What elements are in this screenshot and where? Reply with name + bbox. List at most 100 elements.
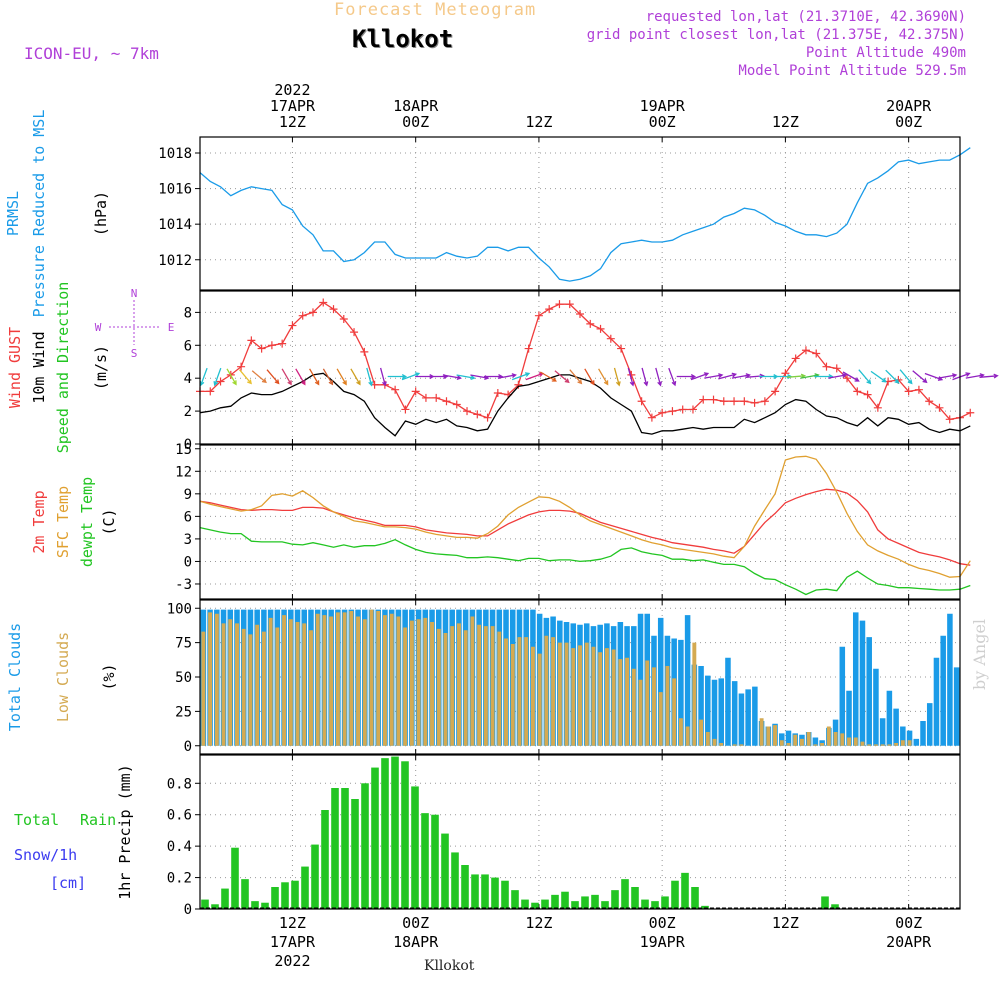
gust-plus-marker — [432, 393, 441, 402]
gust-plus-marker — [760, 397, 769, 406]
bottom-time-label: 18APR — [393, 933, 439, 951]
rain-bar — [211, 904, 219, 909]
low-clouds-bar — [275, 627, 280, 746]
gust-plus-marker — [791, 354, 800, 363]
low-clouds-bar — [477, 624, 482, 746]
panel-units-label: (%) — [100, 663, 118, 690]
low-clouds-bar — [672, 678, 677, 746]
compass-w: W — [95, 321, 102, 334]
low-clouds-bar — [557, 642, 562, 746]
point-altitude: Point Altitude 490m — [805, 45, 966, 61]
low-clouds-bar — [591, 646, 596, 746]
wind-direction-arrow-icon — [199, 367, 208, 387]
panel-label: PRMSL — [4, 191, 22, 236]
wind-direction-arrow-icon — [912, 370, 928, 384]
low-clouds-bar — [255, 624, 260, 746]
wind-direction-arrow-icon — [641, 367, 649, 387]
panel-units-label: (C) — [100, 508, 118, 535]
y-tick-label: 0.2 — [167, 871, 192, 887]
low-clouds-bar — [544, 635, 549, 746]
gust-plus-marker — [719, 397, 728, 406]
low-clouds-bar — [241, 628, 246, 746]
total-clouds-bar — [731, 681, 738, 746]
rain-bar — [631, 887, 639, 909]
low-clouds-bar — [436, 628, 441, 746]
low-clouds-bar — [692, 642, 697, 746]
sfc-temp-line — [199, 455, 971, 578]
rain-bar — [321, 810, 329, 909]
gust-plus-marker — [329, 305, 338, 314]
rain-bar — [481, 874, 489, 909]
wind-direction-arrow-icon — [239, 369, 252, 385]
gust-plus-marker — [699, 395, 708, 404]
panel-label: Snow/1h — [14, 846, 77, 864]
gust-plus-marker — [668, 407, 677, 416]
rain-bar — [431, 814, 439, 909]
low-clouds-bar — [571, 648, 576, 746]
y-tick-label: 0 — [184, 739, 192, 755]
low-clouds-bar — [638, 679, 643, 746]
rain-bar — [331, 788, 339, 909]
y-tick-label: 4 — [184, 371, 192, 387]
wind-direction-arrow-icon — [322, 368, 334, 386]
bottom-time-label: 12Z — [279, 914, 306, 932]
low-clouds-bar — [584, 642, 589, 746]
rain-bar — [351, 799, 359, 909]
low-clouds-bar — [517, 637, 522, 746]
gust-plus-marker — [257, 344, 266, 353]
low-clouds-bar — [396, 616, 401, 746]
total-clouds-bar — [812, 737, 819, 746]
gust-plus-marker — [421, 393, 430, 402]
wind-direction-arrow-icon — [497, 373, 517, 379]
low-clouds-bar — [483, 626, 488, 746]
wind-direction-arrow-icon — [718, 372, 738, 380]
y-tick-label: 0.4 — [167, 839, 192, 855]
wind-direction-arrow-icon — [858, 369, 872, 385]
low-clouds-bar — [261, 631, 266, 746]
panel-units-label: 1hr Precip (mm) — [116, 764, 134, 899]
wind-direction-arrow-icon — [569, 369, 583, 385]
low-clouds-bar — [847, 737, 851, 746]
gust-plus-marker — [873, 403, 882, 412]
y-tick-label: 0.8 — [167, 776, 192, 792]
low-clouds-bar — [335, 612, 340, 746]
low-clouds-bar — [739, 744, 744, 746]
top-time-label: 12Z — [279, 113, 306, 131]
bottom-time-label: 19APR — [640, 933, 686, 951]
gust-plus-marker — [801, 346, 810, 355]
low-clouds-bar — [678, 718, 683, 746]
rain-bar — [541, 899, 549, 909]
low-clouds-bar — [665, 666, 670, 746]
y-tick-label: -3 — [175, 577, 192, 593]
low-clouds-bar — [288, 619, 293, 746]
panel-frame — [199, 599, 961, 755]
low-clouds-bar — [295, 622, 300, 746]
low-clouds-bar — [900, 740, 905, 746]
wind-direction-arrow-icon — [366, 367, 374, 387]
rain-bar — [551, 894, 559, 909]
gust-plus-marker — [288, 321, 297, 330]
top-time-label: 12Z — [525, 113, 552, 131]
y-tick-label: 100 — [167, 601, 192, 617]
low-clouds-bar — [530, 646, 535, 746]
low-clouds-bar — [766, 726, 771, 746]
panel-label: 2m Temp — [30, 490, 48, 553]
y-tick-label: 15 — [175, 442, 192, 458]
top-time-label: 17APR — [270, 97, 316, 115]
total-clouds-bar — [906, 730, 913, 746]
rain-bar — [521, 899, 529, 909]
gust-plus-marker — [391, 385, 400, 394]
rain-bar — [291, 880, 299, 909]
rain-bar — [301, 866, 309, 909]
gust-plus-marker — [966, 408, 975, 417]
total-clouds-bar — [866, 637, 872, 746]
total-clouds-bar — [933, 657, 940, 746]
rain-bar — [311, 844, 319, 909]
rain-bar — [591, 894, 599, 909]
panel-label: Wind GUST — [6, 327, 24, 408]
y-tick-label: 0 — [184, 554, 192, 570]
gust-plus-marker — [483, 413, 492, 422]
rain-bar — [651, 901, 659, 909]
dewpt-temp-line — [199, 526, 971, 596]
product-title: Forecast Meteogram — [334, 0, 537, 20]
